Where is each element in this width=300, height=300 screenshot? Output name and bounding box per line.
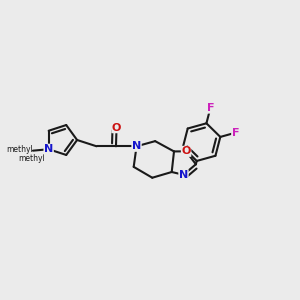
- Text: N: N: [44, 144, 53, 154]
- Text: methyl: methyl: [18, 154, 45, 163]
- Text: F: F: [207, 103, 214, 113]
- Text: methyl: methyl: [6, 145, 33, 154]
- Text: O: O: [112, 123, 121, 133]
- Text: F: F: [232, 128, 239, 138]
- Text: N: N: [179, 170, 188, 180]
- Text: O: O: [182, 146, 191, 156]
- Text: N: N: [132, 141, 141, 151]
